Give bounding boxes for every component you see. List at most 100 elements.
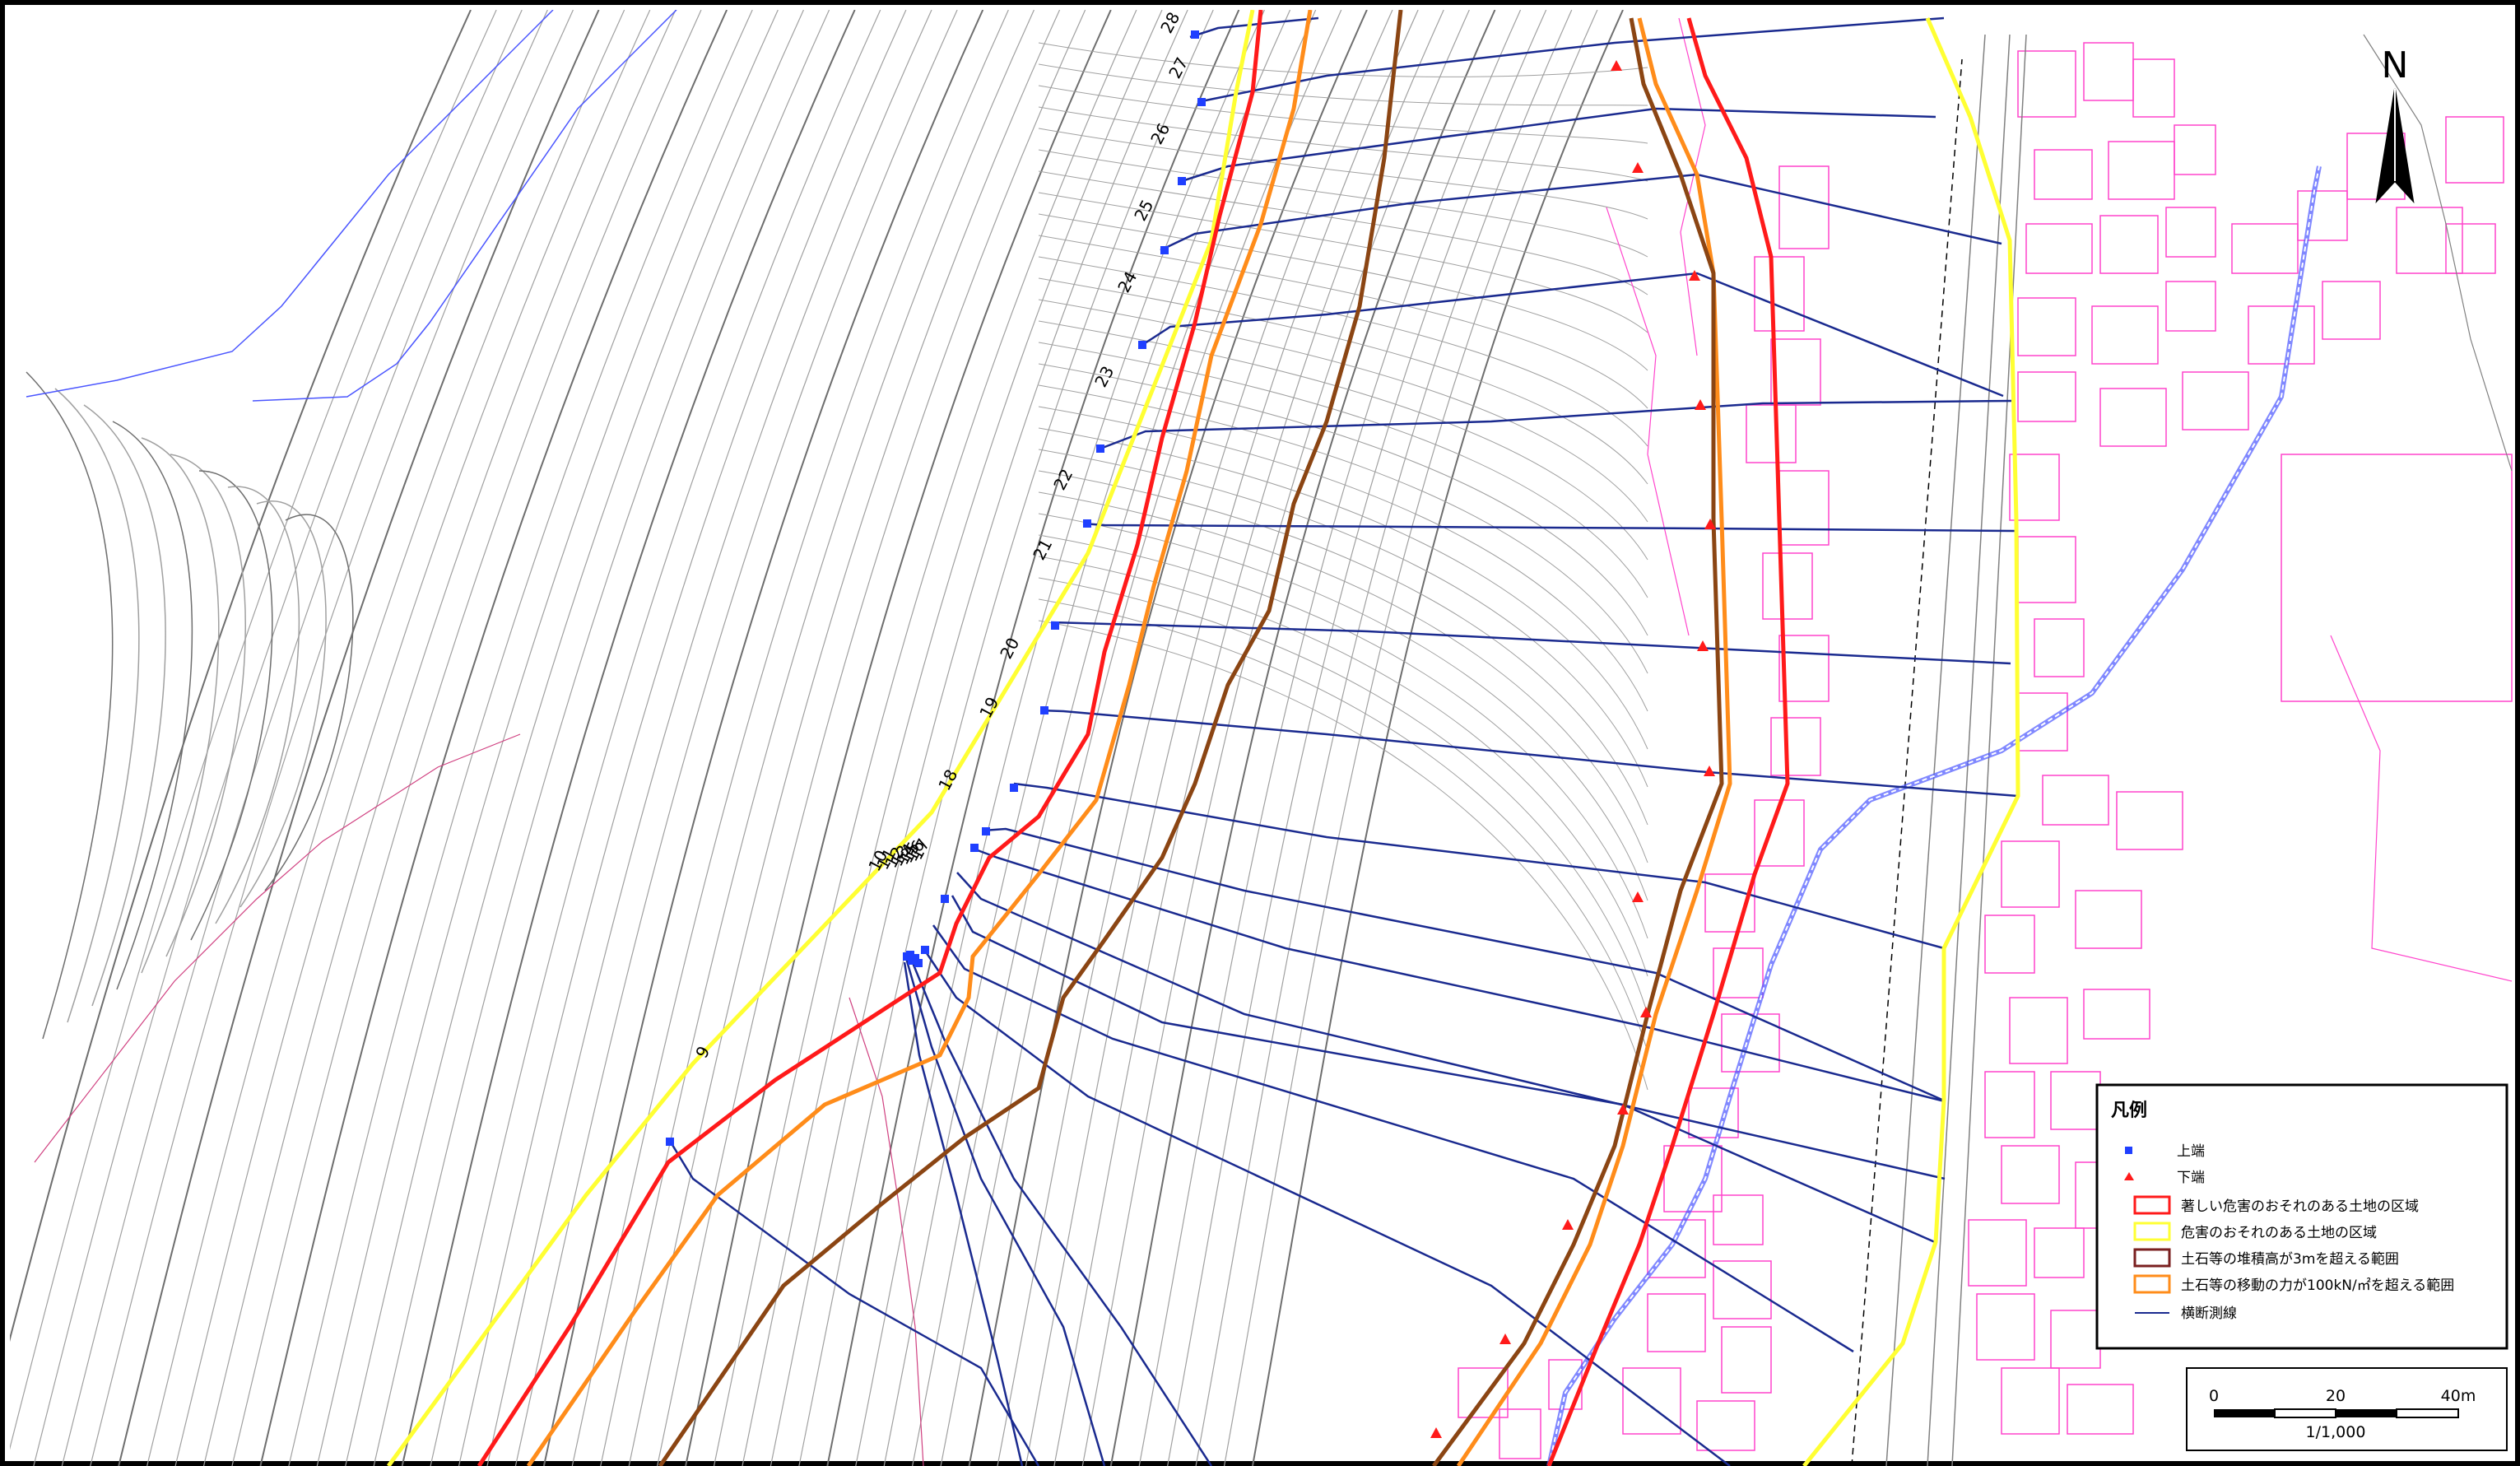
upper-end-marker-icon xyxy=(2125,1147,2132,1154)
upper-end-marker xyxy=(1138,341,1146,349)
building-outline xyxy=(2017,297,2076,356)
building-outline xyxy=(2108,141,2175,200)
lower-end-marker xyxy=(1632,162,1644,173)
contour-line xyxy=(1038,256,1648,447)
brown-zone-boundary xyxy=(1431,17,1724,1466)
contour-line xyxy=(90,10,574,1466)
upper-end-marker xyxy=(1083,519,1091,528)
contour-line xyxy=(288,10,753,1466)
upper-end-marker xyxy=(666,1138,674,1146)
upper-end-marker xyxy=(970,844,979,852)
contour-line xyxy=(1038,470,1648,826)
building-outline xyxy=(1688,1087,1739,1138)
building-outline xyxy=(2001,1145,2060,1204)
lower-end-marker xyxy=(1562,1219,1574,1230)
building-outline xyxy=(2165,207,2216,258)
building-outline xyxy=(1663,1145,1723,1212)
contour-line xyxy=(1038,213,1648,371)
contour-line xyxy=(26,371,114,1040)
building-outline xyxy=(2034,1227,2085,1278)
road-edge xyxy=(1951,34,2027,1466)
contour-line xyxy=(1038,513,1648,901)
yellow-zone-boundary xyxy=(386,10,1255,1466)
red-zone-boundary xyxy=(1546,17,1790,1466)
contour-line xyxy=(1038,384,1648,674)
cross-section-line xyxy=(1100,399,2012,450)
contour-line xyxy=(1038,106,1648,182)
contour-line xyxy=(54,388,140,1023)
road-edge xyxy=(1885,34,1986,1466)
cross-section-line xyxy=(1141,272,2004,398)
hazard-map[interactable]: 910111213141516171819202122232425262728 … xyxy=(10,10,2520,1466)
building-outline xyxy=(2231,223,2299,274)
cross-section-line xyxy=(1160,173,2002,252)
lower-end-marker xyxy=(1689,270,1700,281)
road-edge xyxy=(1927,34,2011,1466)
contour-line xyxy=(1053,10,1444,1466)
contour-line xyxy=(826,10,1240,1466)
contour-line xyxy=(458,10,907,1466)
upper-end-marker xyxy=(1051,621,1059,630)
contour-line xyxy=(1167,10,1547,1466)
contour-line xyxy=(1038,577,1648,1015)
contour-line xyxy=(1038,427,1648,750)
contour-line xyxy=(1038,449,1648,788)
building-outline xyxy=(2322,281,2381,340)
lower-end-marker xyxy=(1430,1427,1442,1438)
building-outline xyxy=(1976,1293,2035,1361)
contour-line xyxy=(146,10,625,1466)
contour-line xyxy=(628,10,1061,1466)
building-outline xyxy=(1770,338,1821,406)
contour-line xyxy=(231,10,702,1466)
parcel-line xyxy=(849,997,924,1466)
lower-end-marker xyxy=(1695,399,1706,410)
contour-line xyxy=(1038,128,1648,220)
contour-line xyxy=(345,10,804,1466)
contour-line xyxy=(1109,10,1496,1466)
svg-text:土石等の堆積高が3mを超える範囲: 土石等の堆積高が3mを超える範囲 xyxy=(2181,1251,2399,1268)
railway-line xyxy=(1851,58,1963,1466)
legend-box xyxy=(2095,1083,2508,1350)
cross-section-line xyxy=(951,895,1936,1244)
building-outline xyxy=(1778,470,1830,546)
building-outline xyxy=(2297,190,2348,241)
building-outline xyxy=(2445,223,2496,274)
orange-zone-boundary xyxy=(1456,17,1732,1466)
building-outline xyxy=(1713,947,1764,998)
section-markers xyxy=(666,30,1716,1438)
contour-line xyxy=(1038,192,1648,333)
scale-ratio: 1/1,000 xyxy=(2306,1423,2366,1441)
building-outline xyxy=(1984,1071,2035,1138)
lower-end-marker xyxy=(1632,891,1644,902)
building-outline xyxy=(2017,536,2076,603)
parcel-line xyxy=(34,733,521,1163)
building-outline xyxy=(1778,165,1830,249)
cross-section-line xyxy=(1189,16,1319,39)
building-outline xyxy=(2083,42,2134,101)
contour-line xyxy=(10,10,497,1450)
contour-line xyxy=(912,10,1317,1466)
contour-line xyxy=(769,10,1188,1466)
building-outline xyxy=(2099,388,2167,447)
contour-line xyxy=(401,10,856,1466)
building-outline xyxy=(2025,223,2093,274)
contour-line xyxy=(571,10,1009,1466)
building-outline xyxy=(2001,1367,2060,1435)
parcel-line xyxy=(1606,207,1690,636)
building-outline xyxy=(1746,404,1797,463)
scale-label-20: 20 xyxy=(2326,1387,2346,1405)
contour-line xyxy=(1038,235,1648,409)
contour-line xyxy=(259,10,728,1466)
building-outline xyxy=(1754,256,1805,332)
building-outline xyxy=(2009,454,2060,521)
upper-end-marker xyxy=(1178,177,1186,185)
section-number-label: 22 xyxy=(1049,466,1076,494)
section-number-label: 24 xyxy=(1114,268,1141,296)
building-outline xyxy=(2396,207,2463,274)
building-outline xyxy=(2248,305,2315,365)
contour-line xyxy=(1038,299,1648,523)
contour-line xyxy=(239,500,327,908)
road-edge xyxy=(2363,34,2513,472)
cross-section-line xyxy=(903,961,1024,1466)
contour-line xyxy=(1038,320,1648,561)
